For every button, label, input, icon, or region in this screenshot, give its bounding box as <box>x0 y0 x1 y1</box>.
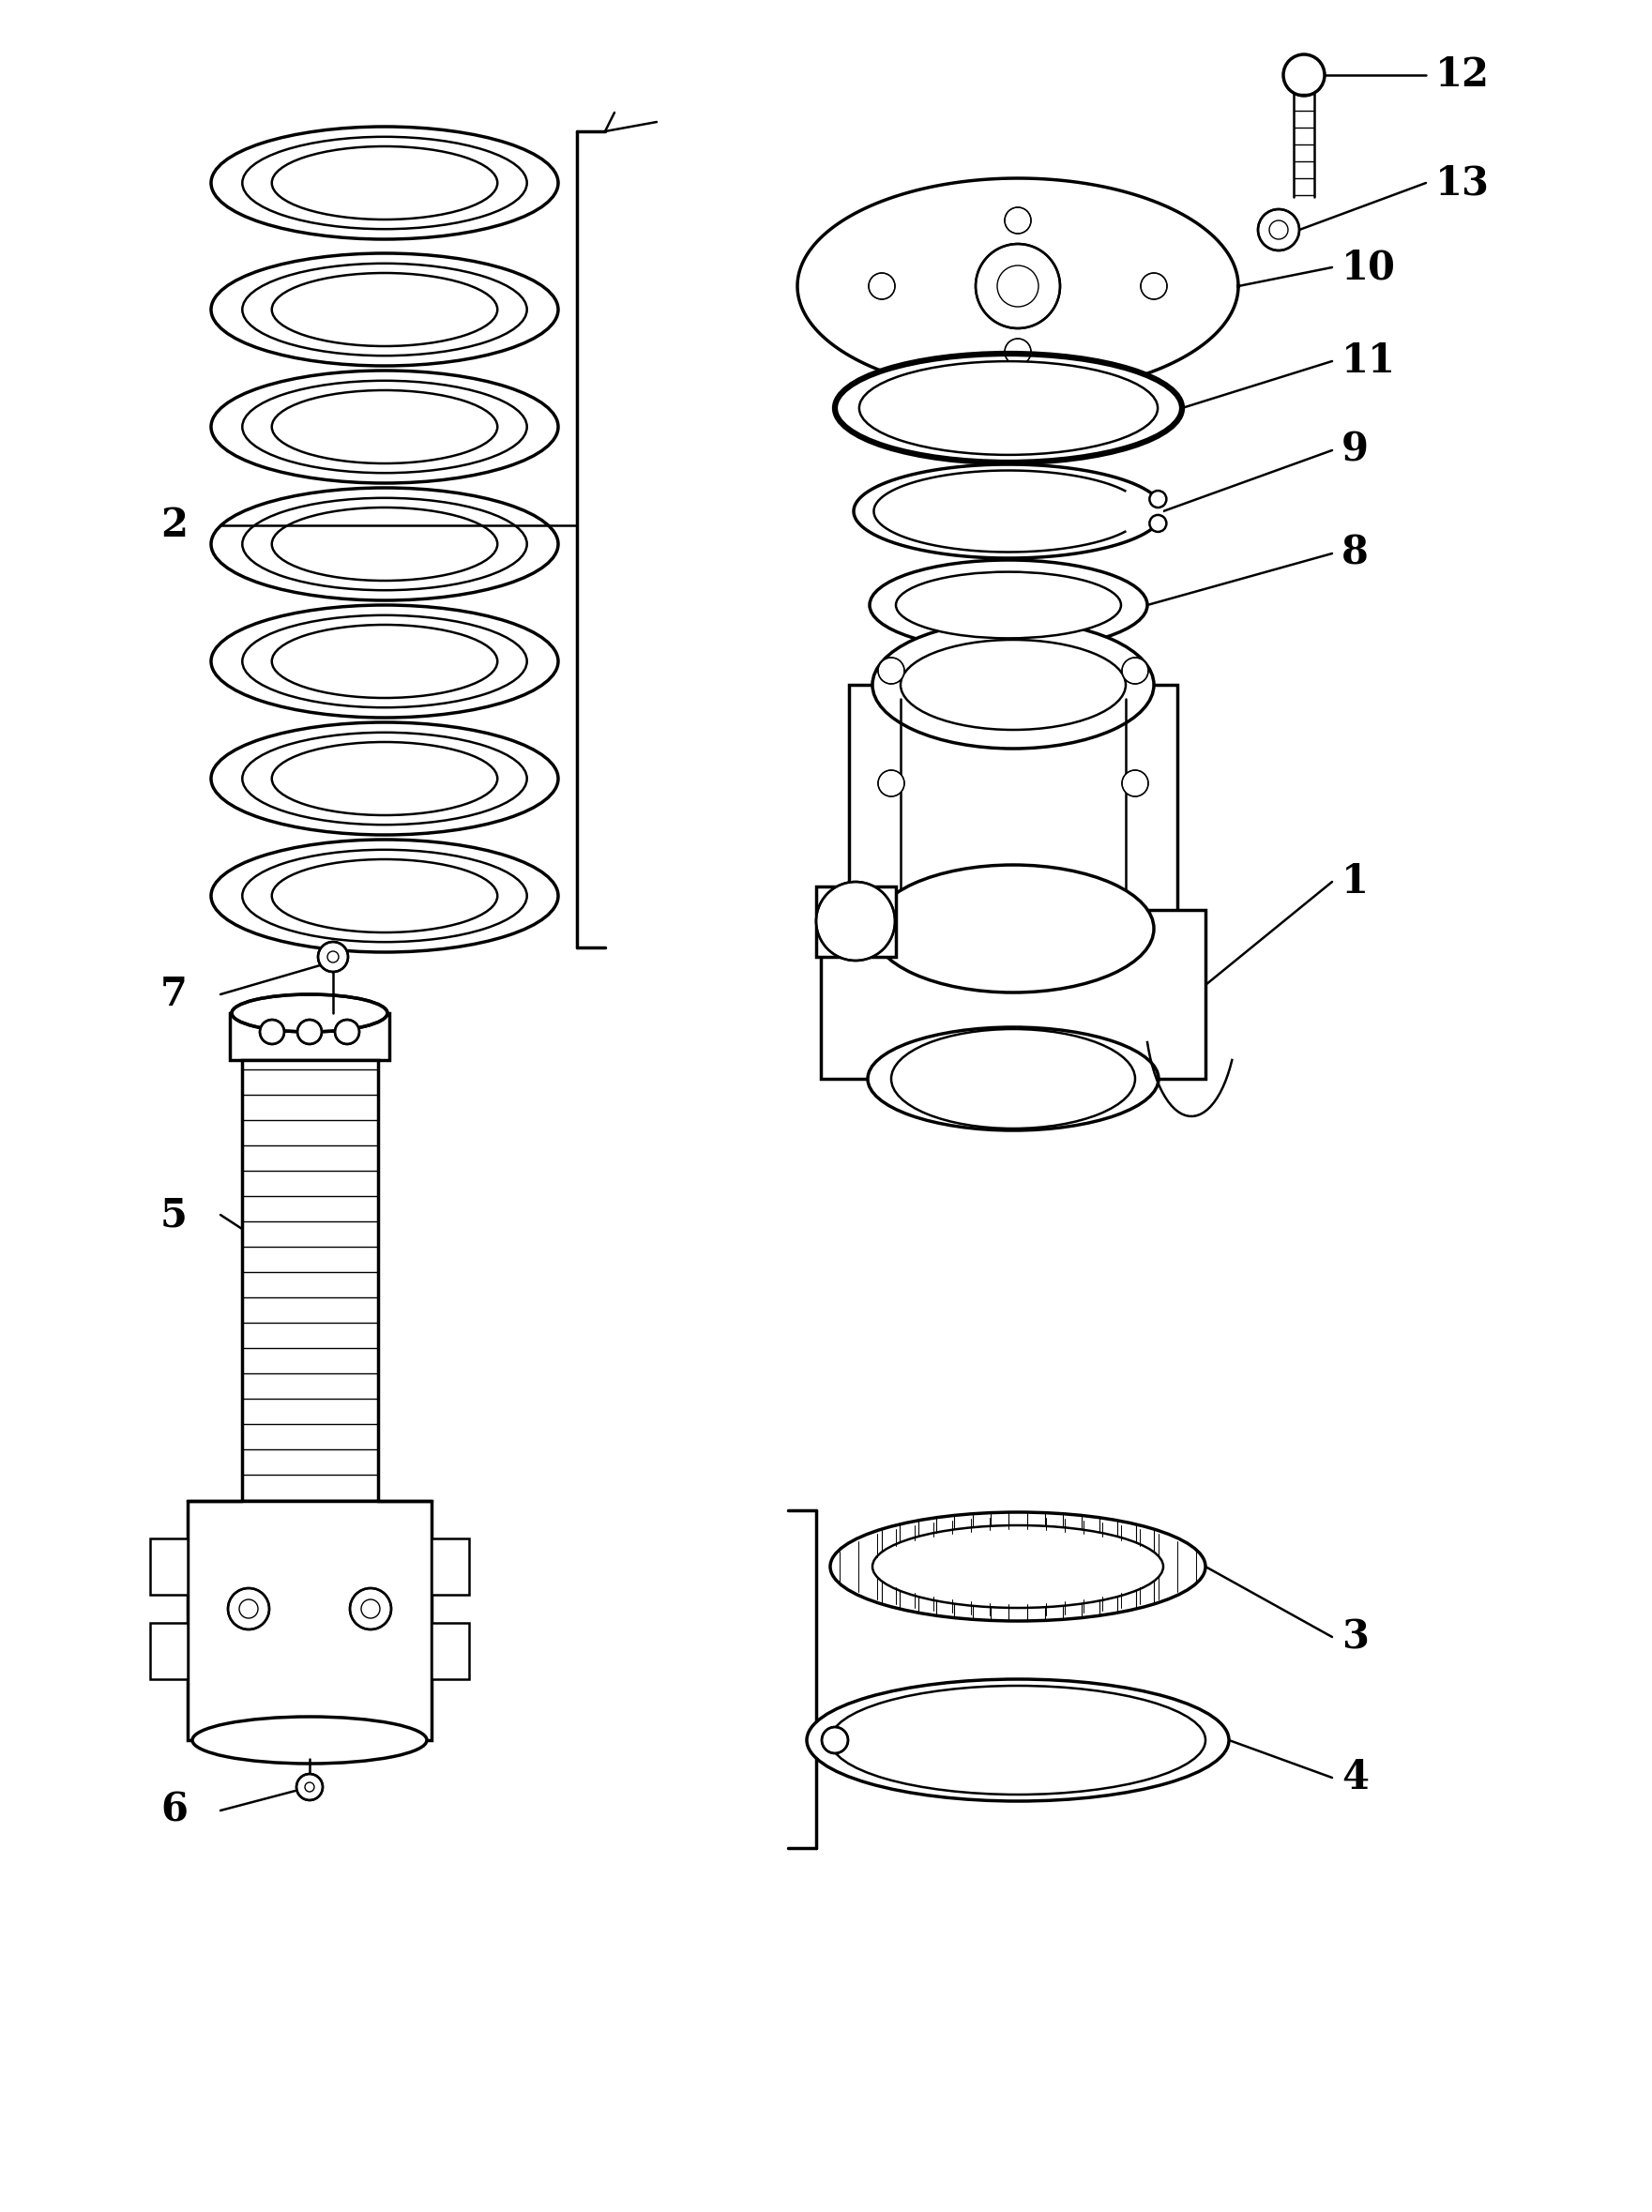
Circle shape <box>821 1728 847 1754</box>
Circle shape <box>869 272 895 299</box>
Circle shape <box>1004 338 1031 365</box>
Text: 4: 4 <box>1341 1759 1370 1798</box>
Bar <box>188 1502 431 1741</box>
Bar <box>431 1624 469 1679</box>
Bar <box>431 1540 469 1595</box>
Ellipse shape <box>211 126 558 239</box>
Ellipse shape <box>834 354 1183 462</box>
Circle shape <box>297 1020 322 1044</box>
Circle shape <box>1150 515 1166 531</box>
Text: 8: 8 <box>1341 533 1368 573</box>
Text: 2: 2 <box>160 507 188 544</box>
Ellipse shape <box>231 995 388 1031</box>
Circle shape <box>1004 208 1031 234</box>
Circle shape <box>1257 210 1298 250</box>
Ellipse shape <box>895 573 1122 639</box>
Circle shape <box>319 942 349 971</box>
Text: 10: 10 <box>1341 248 1396 288</box>
Circle shape <box>228 1588 269 1630</box>
Ellipse shape <box>854 465 1163 557</box>
Ellipse shape <box>900 639 1125 730</box>
Circle shape <box>259 1020 284 1044</box>
Ellipse shape <box>869 560 1146 650</box>
Circle shape <box>350 1588 392 1630</box>
Ellipse shape <box>211 372 558 482</box>
Text: 9: 9 <box>1341 431 1370 469</box>
Polygon shape <box>798 179 1239 394</box>
Text: 13: 13 <box>1436 164 1490 204</box>
Bar <box>816 887 895 958</box>
Circle shape <box>1150 491 1166 507</box>
Text: 6: 6 <box>160 1792 188 1829</box>
Circle shape <box>879 657 904 684</box>
Ellipse shape <box>211 841 558 951</box>
Text: 12: 12 <box>1436 55 1490 95</box>
Bar <box>1001 1703 1034 1728</box>
Text: 11: 11 <box>1341 341 1396 380</box>
Text: 1: 1 <box>1341 863 1370 902</box>
Bar <box>821 909 1206 1079</box>
Ellipse shape <box>192 1717 426 1763</box>
Bar <box>150 1540 188 1595</box>
Circle shape <box>1142 272 1166 299</box>
Text: 3: 3 <box>1341 1617 1368 1657</box>
Ellipse shape <box>872 1526 1163 1608</box>
Bar <box>849 686 1178 929</box>
Bar <box>230 1013 390 1060</box>
Circle shape <box>1122 657 1148 684</box>
Ellipse shape <box>806 1679 1229 1801</box>
Text: 5: 5 <box>160 1194 188 1234</box>
Ellipse shape <box>859 361 1158 456</box>
Circle shape <box>816 883 895 960</box>
Ellipse shape <box>211 254 558 365</box>
Circle shape <box>976 243 1061 327</box>
Circle shape <box>879 770 904 796</box>
Ellipse shape <box>890 1029 1135 1128</box>
Circle shape <box>1284 55 1325 95</box>
Ellipse shape <box>872 865 1153 993</box>
Ellipse shape <box>211 723 558 834</box>
Circle shape <box>335 1020 358 1044</box>
Ellipse shape <box>872 622 1153 748</box>
Ellipse shape <box>211 489 558 599</box>
Bar <box>243 1060 378 1502</box>
Circle shape <box>296 1774 322 1801</box>
Text: 7: 7 <box>160 975 188 1013</box>
Ellipse shape <box>867 1026 1158 1130</box>
Bar <box>150 1624 188 1679</box>
Ellipse shape <box>211 606 558 717</box>
Ellipse shape <box>831 1513 1206 1621</box>
Circle shape <box>1122 770 1148 796</box>
